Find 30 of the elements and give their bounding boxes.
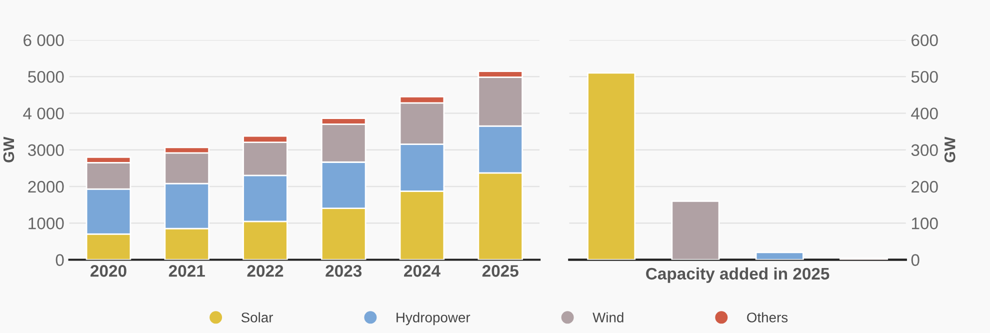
legend-label: Others (747, 312, 788, 322)
legend-label: Wind (592, 312, 624, 322)
x-tick-label: 2020 (90, 265, 126, 277)
x-axis-title: Capacity added in 2025 (646, 267, 830, 283)
y2-tick-label: 600 (912, 34, 938, 46)
y-tick-label: 4 000 (23, 108, 64, 120)
y2-axis-title: GW (944, 136, 956, 162)
x-tick-label: 2025 (482, 265, 518, 277)
y2-tick-label: 0 (911, 254, 920, 266)
y-tick-label: 0 (56, 254, 64, 266)
bar (587, 72, 636, 260)
legend-label: Solar (241, 312, 273, 322)
y-tick-label: 3000 (28, 144, 64, 156)
y2-tick-label: 300 (911, 144, 938, 156)
legend-label: Hydropower (396, 312, 470, 326)
y-tick-label: 2000 (28, 180, 64, 193)
y-tick-label: 1000 (28, 218, 64, 230)
x-tick-label: 2021 (168, 265, 205, 277)
y2-tick-label: 400 (911, 108, 938, 120)
y-tick-label: 5000 (28, 70, 64, 83)
x-tick-label: 2023 (326, 265, 362, 277)
y2-tick-label: 100 (912, 218, 938, 230)
x-tick-label: 2024 (404, 265, 440, 277)
y2-tick-label: 200 (912, 180, 938, 193)
y2-tick-label: 500 (911, 70, 938, 83)
bar (671, 200, 720, 260)
bar (755, 252, 804, 260)
y-axis-title: GW (3, 136, 14, 162)
x-tick-label: 2022 (247, 265, 284, 277)
y-tick-label: 6 000 (24, 34, 64, 46)
